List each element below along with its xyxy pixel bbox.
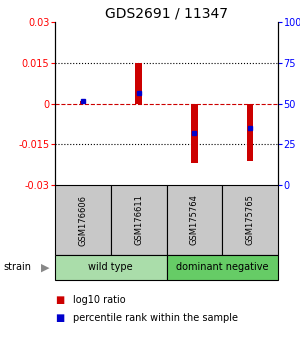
Bar xyxy=(135,63,142,103)
Text: log10 ratio: log10 ratio xyxy=(73,295,126,305)
Text: GSM175765: GSM175765 xyxy=(246,195,255,245)
Bar xyxy=(167,185,222,255)
Title: GDS2691 / 11347: GDS2691 / 11347 xyxy=(105,7,228,21)
Bar xyxy=(80,101,86,103)
Bar xyxy=(55,185,111,255)
Text: wild type: wild type xyxy=(88,263,133,273)
Bar xyxy=(247,103,253,161)
Bar xyxy=(55,255,167,280)
Bar xyxy=(167,255,278,280)
Text: dominant negative: dominant negative xyxy=(176,263,268,273)
Text: ■: ■ xyxy=(55,295,64,305)
Text: GSM176611: GSM176611 xyxy=(134,195,143,245)
Bar xyxy=(191,103,198,163)
Text: percentile rank within the sample: percentile rank within the sample xyxy=(73,313,238,323)
Text: strain: strain xyxy=(3,263,31,273)
Bar xyxy=(222,185,278,255)
Text: GSM175764: GSM175764 xyxy=(190,195,199,245)
Bar xyxy=(111,185,167,255)
Text: GSM176606: GSM176606 xyxy=(78,194,87,246)
Text: ■: ■ xyxy=(55,313,64,323)
Text: ▶: ▶ xyxy=(40,263,49,273)
